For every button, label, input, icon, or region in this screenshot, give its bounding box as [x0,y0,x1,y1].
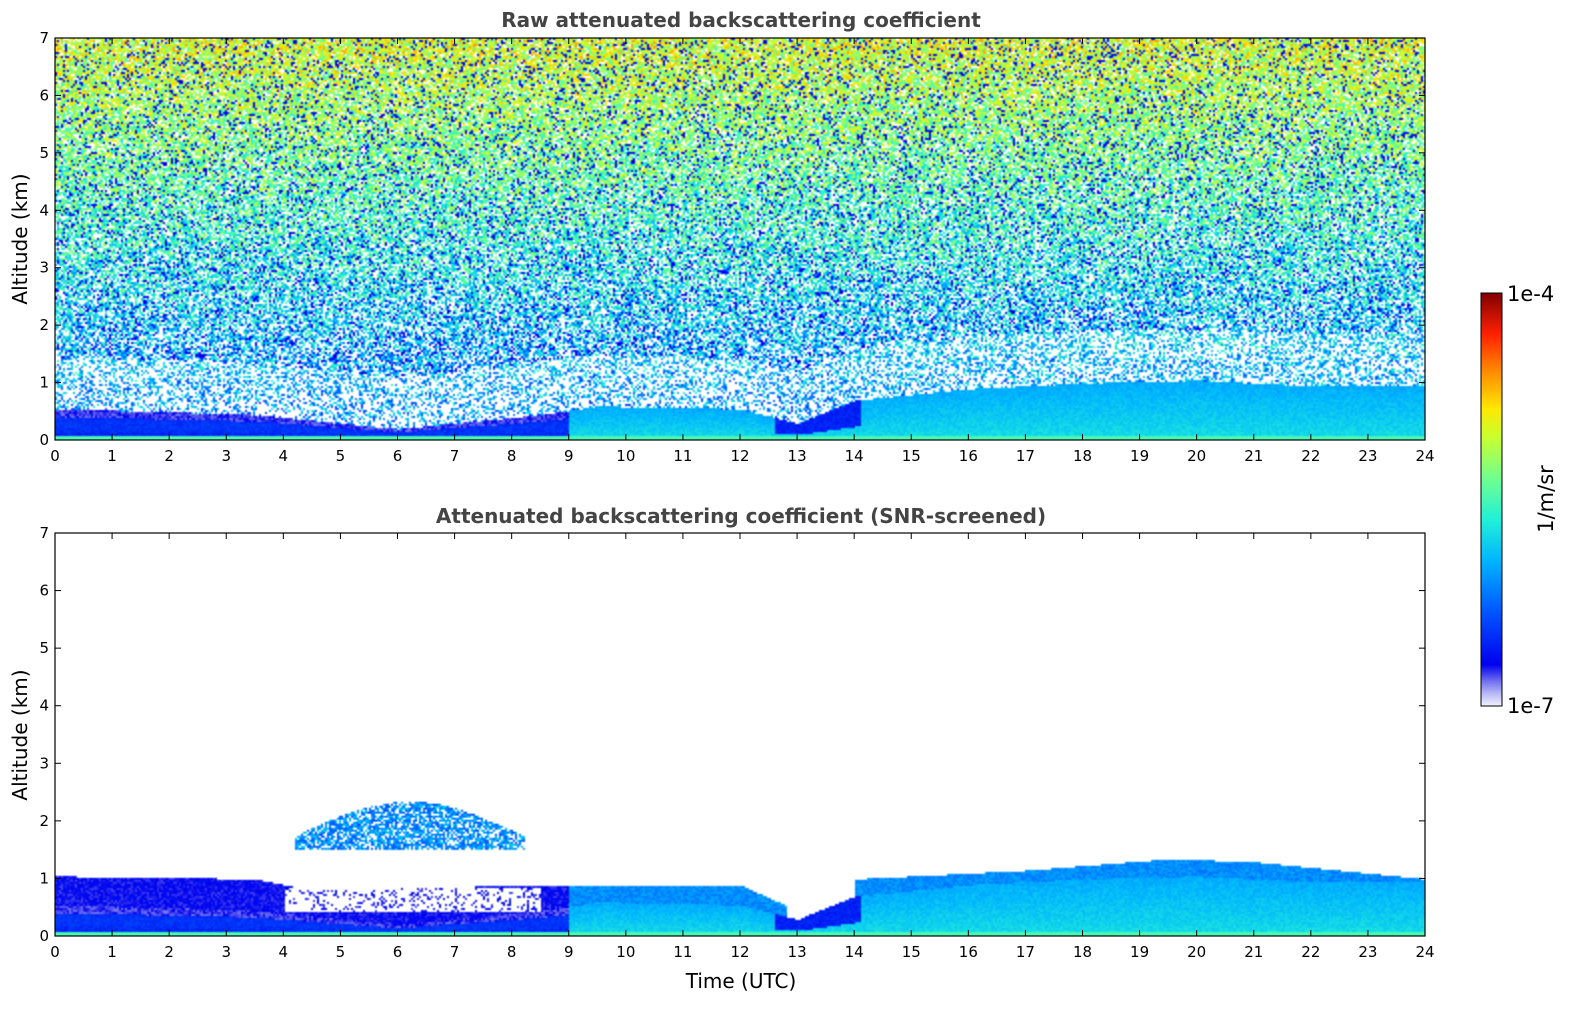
y-tick-label: 4 [39,697,49,715]
x-tick-label: 5 [336,447,346,465]
x-tick-label: 1 [107,447,117,465]
colorbar-min-label: 1e-7 [1507,694,1554,718]
x-tick-label: 13 [788,943,807,961]
x-tick-label: 3 [221,447,231,465]
x-tick-label: 12 [730,943,749,961]
y-tick-label: 3 [39,754,49,772]
x-tick-label: 5 [336,943,346,961]
panel-screened: Attenuated backscattering coefficient (S… [8,504,1435,993]
x-tick-label: 7 [450,943,460,961]
x-tick-label: 18 [1073,447,1092,465]
x-tick-label: 9 [564,943,574,961]
colorbar-unit-label: 1/m/sr [1534,465,1558,533]
panel-raw: Raw attenuated backscattering coefficien… [8,8,1435,465]
x-tick-label: 10 [616,943,635,961]
x-tick-label: 23 [1358,943,1377,961]
x-tick-label: 3 [221,943,231,961]
x-tick-label: 20 [1187,943,1206,961]
y-tick-label: 6 [39,86,49,104]
x-tick-label: 2 [164,943,174,961]
y-tick-label: 1 [39,374,49,392]
x-tick-label: 11 [673,943,692,961]
x-tick-label: 8 [507,447,517,465]
x-tick-label: 0 [50,943,60,961]
y-tick-label: 6 [39,582,49,600]
y-tick-label: 5 [39,144,49,162]
panel-raw-ylabel: Altitude (km) [8,173,32,304]
panel-screened-title: Attenuated backscattering coefficient (S… [436,504,1046,528]
x-tick-label: 0 [50,447,60,465]
raw-backscatter-heatmap [55,38,1425,440]
x-tick-label: 14 [845,447,864,465]
x-tick-label: 16 [959,447,978,465]
x-tick-label: 18 [1073,943,1092,961]
x-tick-label: 22 [1301,943,1320,961]
x-tick-label: 19 [1130,943,1149,961]
x-tick-label: 16 [959,943,978,961]
x-tick-label: 15 [902,447,921,465]
x-tick-label: 21 [1244,943,1263,961]
y-tick-label: 7 [39,29,49,47]
colorbar: 1e-4 1e-7 1/m/sr [1480,282,1558,718]
y-tick-label: 0 [39,927,49,945]
panel-raw-title: Raw attenuated backscattering coefficien… [501,8,981,32]
x-tick-label: 6 [393,447,403,465]
y-tick-label: 1 [39,869,49,887]
y-tick-label: 2 [39,812,49,830]
x-tick-label: 4 [279,943,289,961]
y-tick-label: 4 [39,201,49,219]
y-tick-label: 3 [39,259,49,277]
x-tick-label: 1 [107,943,117,961]
y-tick-label: 7 [39,524,49,542]
x-tick-label: 20 [1187,447,1206,465]
screened-backscatter-heatmap [55,533,1425,936]
x-tick-label: 13 [788,447,807,465]
x-tick-label: 2 [164,447,174,465]
x-tick-label: 15 [902,943,921,961]
x-tick-label: 19 [1130,447,1149,465]
x-tick-label: 17 [1016,943,1035,961]
panel-raw-axes: 0 1 2 3 4 5 6 7 8 9 10 11 12 13 14 15 16 17 18 19 20 21 22 23 24… [39,29,1434,465]
x-tick-label: 24 [1415,943,1434,961]
x-tick-label: 24 [1415,447,1434,465]
x-tick-label: 11 [673,447,692,465]
x-tick-label: 7 [450,447,460,465]
x-tick-label: 23 [1358,447,1377,465]
colorbar-max-label: 1e-4 [1507,282,1554,306]
x-tick-label: 22 [1301,447,1320,465]
x-tick-label: 17 [1016,447,1035,465]
x-tick-label: 9 [564,447,574,465]
panel-screened-axes: 0 1 2 3 4 5 6 7 8 9 10 11 12 13 14 15 16 17 18 19 20 21 22 23 24… [39,524,1434,961]
x-tick-label: 21 [1244,447,1263,465]
panel-screened-ylabel: Altitude (km) [8,669,32,800]
x-tick-label: 8 [507,943,517,961]
y-tick-label: 2 [39,316,49,334]
panel-screened-xlabel: Time (UTC) [685,969,797,993]
x-tick-label: 6 [393,943,403,961]
x-tick-label: 12 [730,447,749,465]
y-tick-label: 5 [39,639,49,657]
y-tick-label: 0 [39,431,49,449]
colorbar-gradient [1480,292,1503,707]
x-tick-label: 14 [845,943,864,961]
x-tick-label: 4 [279,447,289,465]
x-tick-label: 10 [616,447,635,465]
